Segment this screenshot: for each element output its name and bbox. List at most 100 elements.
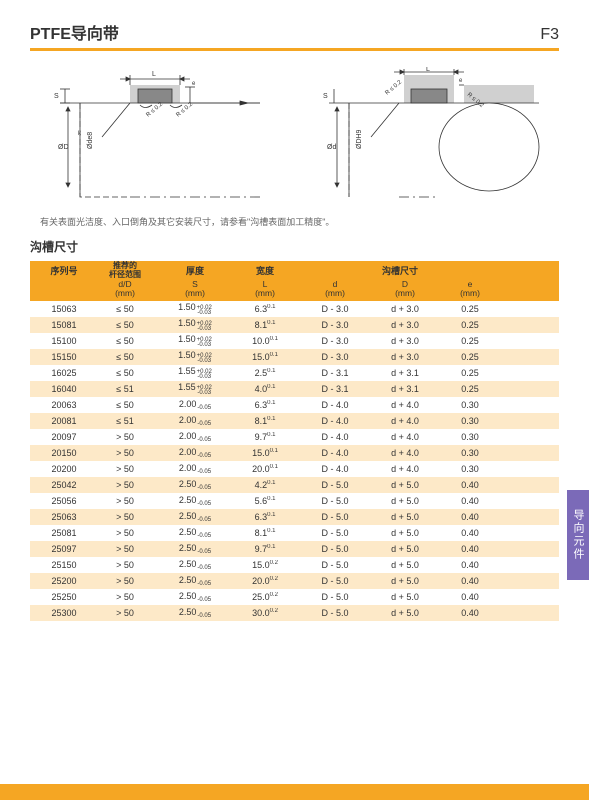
header-S-unit: S (mm) xyxy=(160,280,230,298)
cell-D: d + 4.0 xyxy=(370,400,440,410)
cell-S: 2.50-0.05 xyxy=(160,527,230,540)
svg-text:ØDH9: ØDH9 xyxy=(356,129,363,149)
cell-e: 0.25 xyxy=(440,304,500,314)
cell-d: D - 4.0 xyxy=(300,464,370,474)
table-body: 15063≤ 501.50+0.02-0.036.30.1D - 3.0d + … xyxy=(30,301,559,621)
cell-dD: > 50 xyxy=(90,448,160,458)
cell-L: 10.00.1 xyxy=(230,336,300,346)
cell-D: d + 5.0 xyxy=(370,592,440,602)
cell-d: D - 5.0 xyxy=(300,576,370,586)
cell-S: 2.50-0.05 xyxy=(160,591,230,604)
cell-dD: > 50 xyxy=(90,480,160,490)
cell-series: 25042 xyxy=(30,480,90,490)
cell-e: 0.25 xyxy=(440,384,500,394)
table-row: 20097> 502.00-0.059.70.1D - 4.0d + 4.00.… xyxy=(30,429,559,445)
table-row: 25300> 502.50-0.0530.00.2D - 5.0d + 5.00… xyxy=(30,605,559,621)
cell-L: 15.00.1 xyxy=(230,352,300,362)
cell-L: 9.70.1 xyxy=(230,544,300,554)
cell-L: 2.50.1 xyxy=(230,368,300,378)
cell-L: 15.00.1 xyxy=(230,448,300,458)
cell-D: d + 5.0 xyxy=(370,496,440,506)
cell-D: d + 5.0 xyxy=(370,528,440,538)
cell-series: 25063 xyxy=(30,512,90,522)
header-groove: 沟槽尺寸 xyxy=(300,264,500,277)
cell-S: 2.50-0.05 xyxy=(160,479,230,492)
cell-series: 20063 xyxy=(30,400,90,410)
cell-D: d + 5.0 xyxy=(370,560,440,570)
side-tab: 导向元件 xyxy=(567,490,589,580)
table-row: 25200> 502.50-0.0520.00.2D - 5.0d + 5.00… xyxy=(30,573,559,589)
cell-d: D - 4.0 xyxy=(300,448,370,458)
cell-dD: ≤ 50 xyxy=(90,320,160,330)
cell-S: 1.50+0.02-0.03 xyxy=(160,318,230,333)
svg-text:Ød: Ød xyxy=(327,144,336,151)
cell-dD: ≤ 50 xyxy=(90,400,160,410)
table-header-row2: d/D (mm) S (mm) L (mm) d (mm) D (mm) e (… xyxy=(30,279,559,301)
cell-e: 0.40 xyxy=(440,512,500,522)
cell-S: 1.55+0.02-0.03 xyxy=(160,366,230,381)
cell-L: 20.00.2 xyxy=(230,576,300,586)
cell-e: 0.40 xyxy=(440,560,500,570)
cell-series: 25300 xyxy=(30,608,90,618)
cell-e: 0.40 xyxy=(440,480,500,490)
cell-D: d + 4.0 xyxy=(370,416,440,426)
cell-dD: > 50 xyxy=(90,512,160,522)
cell-D: d + 3.0 xyxy=(370,320,440,330)
cell-dD: > 50 xyxy=(90,592,160,602)
cell-d: D - 5.0 xyxy=(300,512,370,522)
cell-dD: ≤ 50 xyxy=(90,304,160,314)
cell-S: 2.50-0.05 xyxy=(160,607,230,620)
cell-series: 25250 xyxy=(30,592,90,602)
diagram-left: L S ØD Øde8 k R ≤ 0.2 R ≤ 0.2 e xyxy=(40,67,280,207)
table-row: 25081> 502.50-0.058.10.1D - 5.0d + 5.00.… xyxy=(30,525,559,541)
cell-dD: ≤ 51 xyxy=(90,416,160,426)
cell-e: 0.40 xyxy=(440,496,500,506)
svg-text:e: e xyxy=(459,78,463,84)
cell-d: D - 5.0 xyxy=(300,592,370,602)
table-row: 16040≤ 511.55+0.02-0.034.00.1D - 3.1d + … xyxy=(30,381,559,397)
cell-L: 6.30.1 xyxy=(230,512,300,522)
cell-dD: > 50 xyxy=(90,496,160,506)
cell-D: d + 5.0 xyxy=(370,544,440,554)
svg-text:e: e xyxy=(192,81,196,87)
table-row: 25150> 502.50-0.0515.00.2D - 5.0d + 5.00… xyxy=(30,557,559,573)
cell-d: D - 5.0 xyxy=(300,560,370,570)
cell-S: 1.50+0.02-0.03 xyxy=(160,334,230,349)
footer-bar xyxy=(0,784,589,800)
cell-S: 2.00-0.05 xyxy=(160,447,230,460)
cell-d: D - 5.0 xyxy=(300,496,370,506)
cell-D: d + 5.0 xyxy=(370,608,440,618)
svg-text:k: k xyxy=(78,131,82,137)
cell-S: 1.55+0.02-0.03 xyxy=(160,382,230,397)
cell-S: 2.50-0.05 xyxy=(160,575,230,588)
cell-D: d + 5.0 xyxy=(370,480,440,490)
cell-S: 2.50-0.05 xyxy=(160,559,230,572)
cell-dD: ≤ 50 xyxy=(90,368,160,378)
cell-series: 25056 xyxy=(30,496,90,506)
cell-L: 20.00.1 xyxy=(230,464,300,474)
cell-dD: > 50 xyxy=(90,544,160,554)
cell-dD: > 50 xyxy=(90,576,160,586)
cell-D: d + 4.0 xyxy=(370,432,440,442)
cell-e: 0.30 xyxy=(440,400,500,410)
svg-text:R ≤ 0.2: R ≤ 0.2 xyxy=(384,79,403,96)
svg-text:L: L xyxy=(152,71,156,78)
cell-e: 0.25 xyxy=(440,320,500,330)
cell-L: 30.00.2 xyxy=(230,608,300,618)
table-header-row1: 序列号 推荐的 杆径范围 厚度 宽度 沟槽尺寸 xyxy=(30,261,559,279)
cell-e: 0.40 xyxy=(440,576,500,586)
table-row: 25063> 502.50-0.056.30.1D - 5.0d + 5.00.… xyxy=(30,509,559,525)
cell-e: 0.30 xyxy=(440,464,500,474)
cell-S: 2.50-0.05 xyxy=(160,543,230,556)
cell-series: 25097 xyxy=(30,544,90,554)
cell-L: 8.10.1 xyxy=(230,416,300,426)
cell-D: d + 3.1 xyxy=(370,384,440,394)
cell-e: 0.25 xyxy=(440,368,500,378)
cell-series: 25081 xyxy=(30,528,90,538)
cell-series: 15063 xyxy=(30,304,90,314)
cell-d: D - 3.0 xyxy=(300,352,370,362)
cell-series: 20200 xyxy=(30,464,90,474)
section-title: 沟槽尺寸 xyxy=(30,238,559,255)
cell-S: 2.00-0.05 xyxy=(160,463,230,476)
cell-e: 0.25 xyxy=(440,352,500,362)
